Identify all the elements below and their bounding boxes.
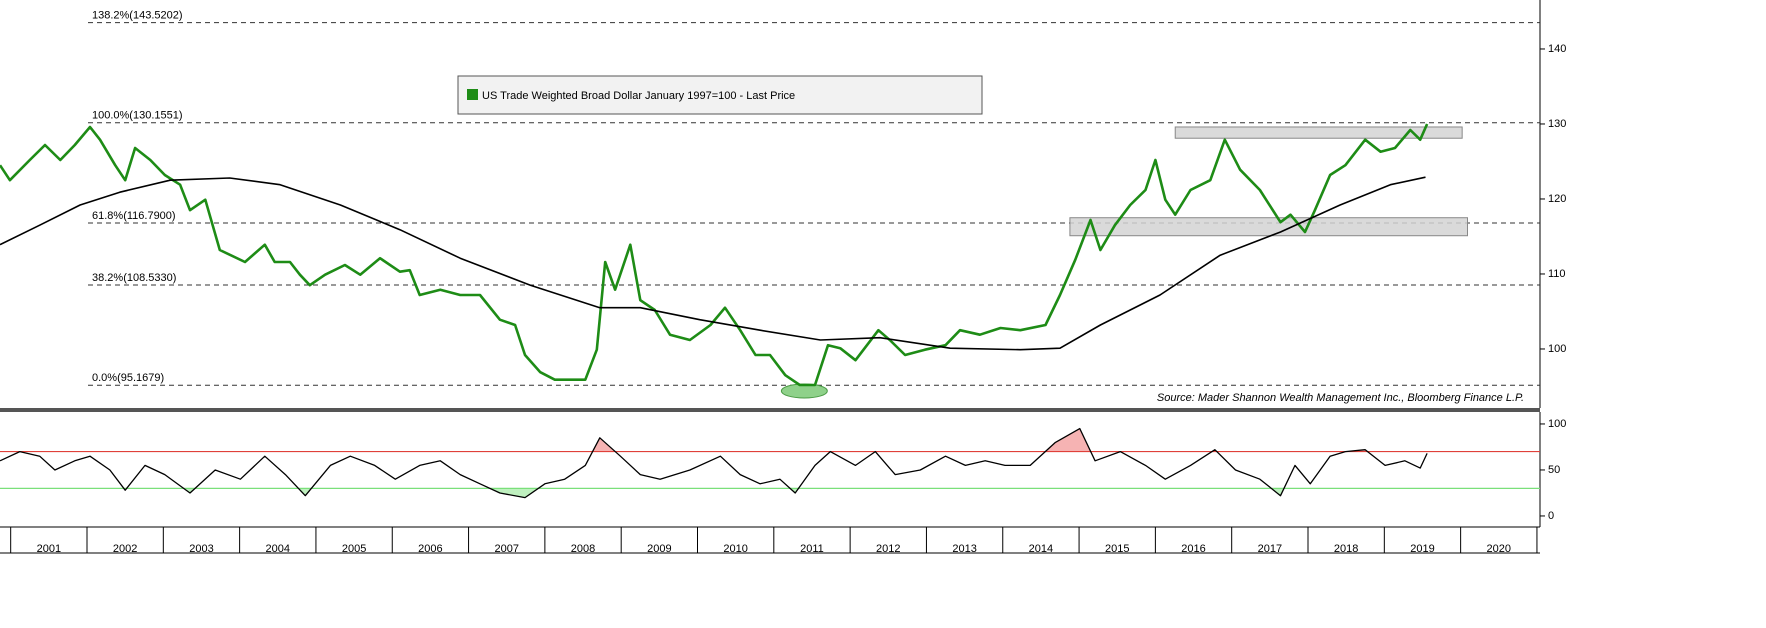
y-tick-label: 120 [1548, 193, 1566, 205]
x-tick-label: 2019 [1410, 543, 1434, 555]
legend-swatch [467, 89, 478, 100]
x-tick-label: 2001 [37, 543, 61, 555]
level-label: 138.2%(143.5202) [92, 9, 183, 21]
x-tick-label: 2003 [189, 543, 213, 555]
level-label: 100.0%(130.1551) [92, 110, 183, 122]
y-tick-label: 50 [1548, 464, 1560, 476]
y-tick-label: 100 [1548, 343, 1566, 355]
x-tick-label: 2009 [647, 543, 671, 555]
x-tick-label: 2002 [113, 543, 137, 555]
level-label: 38.2%(108.5330) [92, 272, 176, 284]
level-label: 61.8%(116.7900) [92, 210, 176, 222]
x-tick-label: 2012 [876, 543, 900, 555]
x-tick-label: 2005 [342, 543, 366, 555]
series-line [0, 176, 1426, 351]
y-tick-label: 0 [1548, 510, 1554, 522]
x-tick-label: 2004 [266, 543, 290, 555]
x-tick-label: 2014 [1029, 543, 1053, 555]
x-tick-label: 2013 [952, 543, 976, 555]
legend-box [457, 75, 983, 115]
y-tick-label: 100 [1548, 418, 1566, 430]
panel-divider [0, 408, 1540, 412]
x-tick-label: 2018 [1334, 543, 1358, 555]
source: Source: Mader Shannon Wealth Management … [1157, 392, 1524, 404]
level-label: 0.0%(95.1679) [92, 372, 164, 384]
series-line [0, 123, 1429, 387]
x-tick-label: 2020 [1487, 543, 1511, 555]
x-tick-label: 2017 [1258, 543, 1282, 555]
x-tick-label: 2010 [723, 543, 747, 555]
x-tick-label: 2015 [1105, 543, 1129, 555]
y-tick-label: 130 [1548, 118, 1566, 130]
legend-label: US Trade Weighted Broad Dollar January 1… [482, 90, 795, 102]
y-tick-label: 140 [1548, 43, 1566, 55]
range-box [1174, 126, 1463, 139]
series-line [0, 427, 1428, 499]
range-box [1069, 217, 1469, 237]
x-tick-label: 2011 [800, 543, 824, 555]
y-tick-label: 110 [1548, 268, 1566, 280]
x-tick-label: 2007 [494, 543, 518, 555]
x-tick-label: 2006 [418, 543, 442, 555]
x-tick-label: 2016 [1181, 543, 1205, 555]
x-tick-label: 2008 [571, 543, 595, 555]
